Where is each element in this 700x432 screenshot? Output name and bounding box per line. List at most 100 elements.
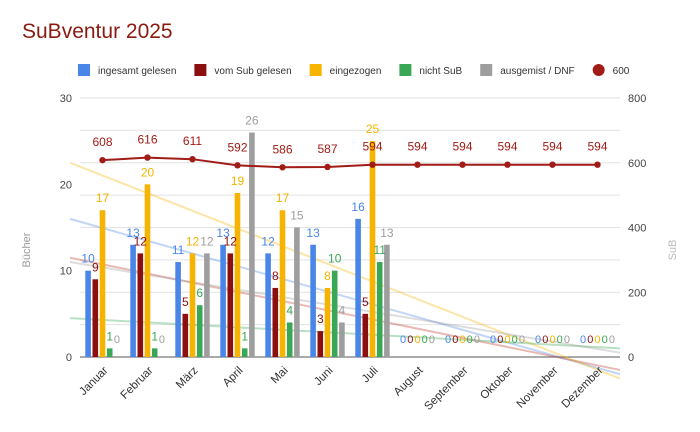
- bar: [196, 305, 203, 357]
- bar-data-label: 4: [286, 303, 293, 317]
- legend-label: 600: [613, 66, 630, 77]
- bar-data-label: 8: [324, 269, 331, 283]
- bar: [137, 253, 144, 357]
- bar-data-label: 12: [261, 234, 275, 248]
- legend-marker: [480, 64, 493, 76]
- sub-line-data-label: 594: [452, 140, 472, 154]
- bar: [249, 132, 255, 357]
- x-tick-label: Dezember: [560, 365, 606, 411]
- bars: [85, 132, 390, 357]
- sub-line-point: [279, 164, 286, 171]
- bar-data-label: 15: [290, 209, 304, 223]
- bar-data-label: 4: [339, 303, 346, 317]
- legend: ingesamt gelesen vom Sub gelesen eingezoge…: [78, 64, 630, 77]
- sub-line-data-label: 594: [497, 140, 517, 154]
- bar: [317, 331, 324, 357]
- bar-data-label: 0: [512, 334, 518, 346]
- bar: [175, 262, 181, 357]
- x-tick-label: September: [422, 365, 470, 413]
- bar-data-label: 0: [587, 334, 593, 346]
- x-tick-label: April: [221, 365, 246, 390]
- sub-line-data-label: 608: [92, 135, 112, 149]
- bar-data-label: 26: [245, 114, 259, 128]
- bar: [92, 279, 99, 357]
- sub-line-data-label: 586: [272, 142, 292, 156]
- sub-line-data-label: 594: [587, 140, 607, 154]
- bar-data-label: 0: [422, 334, 428, 346]
- bar-data-label: 0: [602, 334, 608, 346]
- bar: [85, 270, 91, 357]
- legend-marker: [78, 64, 90, 76]
- legend-label: eingezogen: [330, 66, 382, 77]
- bar-data-label: 0: [467, 334, 473, 346]
- x-tick-label: Juli: [360, 365, 381, 386]
- legend-label: nicht SuB: [419, 66, 462, 77]
- bar: [355, 218, 361, 357]
- bar-data-label: 0: [580, 334, 586, 346]
- bar-data-label: 5: [362, 295, 369, 309]
- sub-line-point: [549, 161, 556, 168]
- bar-data-label: 10: [81, 252, 95, 266]
- x-tick-label: Oktober: [478, 365, 516, 403]
- chart-title: SuBventur 2025: [22, 20, 173, 43]
- x-tick-label: November: [515, 365, 561, 411]
- bar-data-label: 13: [216, 226, 230, 240]
- bar-data-label: 17: [276, 191, 290, 205]
- trendline: [69, 261, 621, 354]
- legend-marker: [309, 64, 322, 76]
- bar: [339, 322, 345, 357]
- y-right-tick-label: 200: [628, 287, 646, 299]
- trendline: [69, 161, 621, 380]
- bar-data-label: 0: [497, 334, 503, 346]
- bar: [369, 141, 376, 357]
- bar: [294, 227, 300, 357]
- bar-data-label: 12: [200, 234, 214, 248]
- trendline: [69, 217, 621, 376]
- bar-data-label: 12: [134, 234, 148, 248]
- bar: [189, 253, 196, 357]
- bar: [272, 287, 279, 357]
- bar: [376, 262, 383, 357]
- bar-data-label: 1: [151, 329, 158, 343]
- legend-label: ausgemist / DNF: [500, 66, 574, 77]
- y-left-tick-label: 30: [60, 93, 72, 105]
- y-left-tick-label: 20: [60, 179, 72, 191]
- y-left-tick-label: 10: [60, 266, 72, 278]
- sub-line: [99, 154, 601, 171]
- bar-data-label: 13: [380, 226, 394, 240]
- sub-line-data-label: 616: [137, 133, 157, 147]
- bar: [286, 322, 293, 357]
- bar-data-label: 0: [609, 334, 615, 346]
- bar-data-label: 1: [106, 329, 113, 343]
- bar: [362, 313, 369, 357]
- x-tick-label: Juni: [312, 365, 335, 388]
- bar-data-label: 0: [549, 334, 555, 346]
- sub-line-data-label: 594: [362, 140, 382, 154]
- bar-data-label: 0: [542, 334, 548, 346]
- sub-line-point: [144, 154, 151, 161]
- trendlines: [69, 161, 621, 380]
- sub-line-point: [414, 161, 421, 168]
- x-tick-label: Januar: [77, 365, 110, 398]
- sub-line-point: [189, 155, 196, 163]
- bar-data-label: 0: [504, 334, 510, 346]
- bar-data-label: 0: [459, 334, 465, 346]
- bar-data-label: 16: [351, 200, 365, 214]
- y-right-tick-label: 800: [628, 93, 646, 105]
- bar-data-label: 0: [445, 334, 451, 346]
- bar-data-label: 0: [114, 334, 120, 346]
- bar-data-label: 13: [126, 226, 140, 240]
- bar-data-label: 25: [366, 122, 380, 136]
- bar: [279, 210, 286, 357]
- sub-line-point: [459, 161, 466, 168]
- bar-data-label: 8: [272, 269, 279, 283]
- sub-line-data-label: 592: [227, 140, 247, 154]
- legend-marker: [194, 64, 207, 76]
- sub-line-point: [594, 161, 601, 168]
- y-right-tick-label: 0: [628, 352, 634, 364]
- bar: [182, 313, 189, 357]
